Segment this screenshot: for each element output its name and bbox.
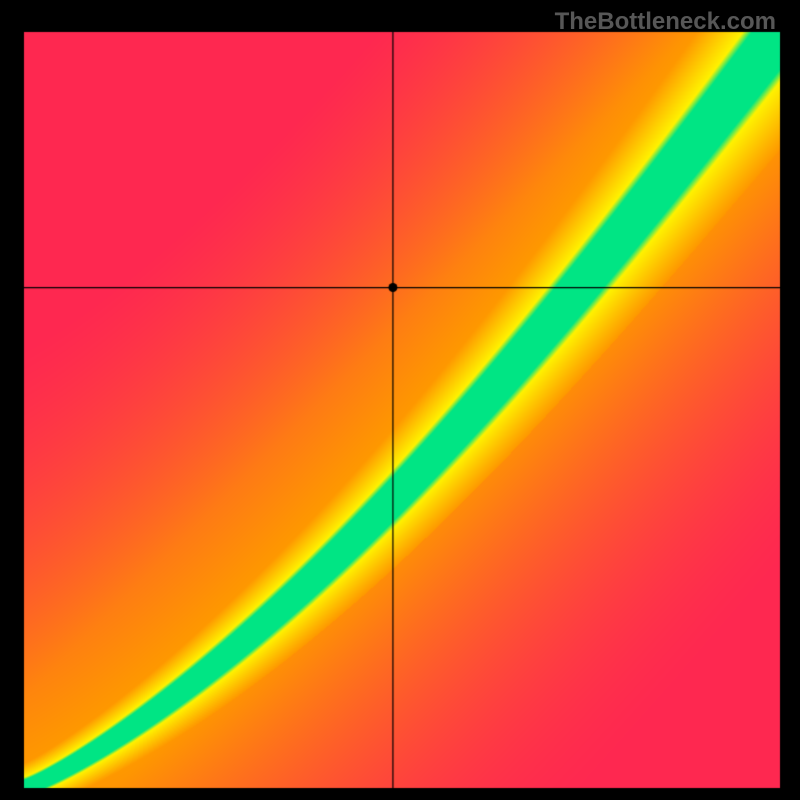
bottleneck-heatmap [0, 0, 800, 800]
chart-container: { "watermark": { "text": "TheBottleneck.… [0, 0, 800, 800]
watermark-text: TheBottleneck.com [555, 8, 776, 36]
